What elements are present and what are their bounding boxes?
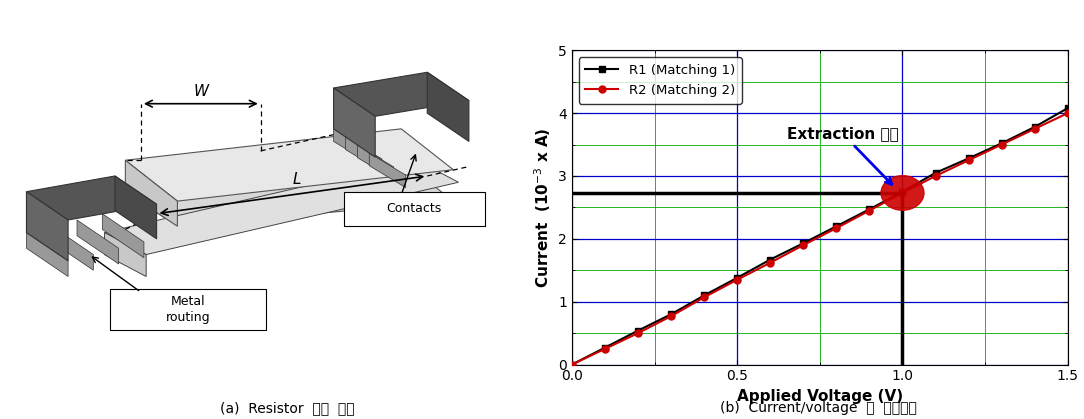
Polygon shape <box>358 145 393 180</box>
Ellipse shape <box>881 176 924 210</box>
R2 (Matching 2) <box>598 346 611 351</box>
R2 (Matching 2) <box>797 243 810 248</box>
Polygon shape <box>334 88 375 157</box>
R1 (Matching 1) <box>598 345 611 350</box>
R2 (Matching 2) <box>1029 127 1042 132</box>
R1 (Matching 1) <box>632 328 645 333</box>
R1 (Matching 1) <box>830 224 843 229</box>
R2 (Matching 2) <box>995 142 1008 147</box>
R1 (Matching 1) <box>1061 106 1074 111</box>
Line: R1 (Matching 1): R1 (Matching 1) <box>568 105 1071 368</box>
R1 (Matching 1) <box>1029 124 1042 129</box>
R1 (Matching 1) <box>731 275 744 280</box>
R2 (Matching 2) <box>731 277 744 282</box>
Polygon shape <box>427 72 469 142</box>
Polygon shape <box>334 129 370 163</box>
R2 (Matching 2) <box>764 260 777 265</box>
Y-axis label: Current  (10$^{-3}$ x A): Current (10$^{-3}$ x A) <box>532 127 553 288</box>
R2 (Matching 2) <box>929 173 942 178</box>
Polygon shape <box>104 233 146 277</box>
Polygon shape <box>370 153 405 188</box>
FancyBboxPatch shape <box>344 192 485 226</box>
R2 (Matching 2) <box>566 362 579 367</box>
Polygon shape <box>126 129 453 201</box>
Text: Extraction 지점: Extraction 지점 <box>787 126 899 184</box>
R1 (Matching 1) <box>764 257 777 262</box>
R1 (Matching 1) <box>664 312 678 317</box>
Polygon shape <box>52 226 93 270</box>
Polygon shape <box>104 160 459 255</box>
Legend: R1 (Matching 1), R2 (Matching 2): R1 (Matching 1), R2 (Matching 2) <box>579 57 741 103</box>
Polygon shape <box>26 233 68 277</box>
R1 (Matching 1) <box>963 156 976 161</box>
FancyBboxPatch shape <box>109 289 266 330</box>
R2 (Matching 2) <box>896 190 909 195</box>
Text: Contacts: Contacts <box>387 202 442 215</box>
Line: R2 (Matching 2): R2 (Matching 2) <box>568 110 1071 368</box>
Polygon shape <box>126 160 178 226</box>
R1 (Matching 1) <box>896 189 909 194</box>
Text: (a)  Resistor  기본  구조: (a) Resistor 기본 구조 <box>220 401 354 415</box>
Polygon shape <box>126 160 453 226</box>
Polygon shape <box>334 72 469 116</box>
Polygon shape <box>26 192 68 261</box>
Text: W: W <box>193 84 208 99</box>
Polygon shape <box>26 176 156 220</box>
Polygon shape <box>102 214 144 258</box>
Polygon shape <box>346 137 382 171</box>
R1 (Matching 1) <box>929 171 942 176</box>
R1 (Matching 1) <box>995 141 1008 146</box>
R1 (Matching 1) <box>566 362 579 367</box>
R1 (Matching 1) <box>863 207 876 212</box>
X-axis label: Applied Voltage (V): Applied Voltage (V) <box>737 389 903 404</box>
R2 (Matching 2) <box>632 331 645 336</box>
R1 (Matching 1) <box>797 241 810 246</box>
Text: Metal
routing: Metal routing <box>166 295 210 324</box>
R1 (Matching 1) <box>698 293 711 298</box>
R2 (Matching 2) <box>863 208 876 213</box>
R2 (Matching 2) <box>963 158 976 163</box>
Text: L: L <box>293 172 301 187</box>
R2 (Matching 2) <box>830 225 843 230</box>
R2 (Matching 2) <box>664 313 678 318</box>
Polygon shape <box>77 220 118 264</box>
Polygon shape <box>115 176 156 239</box>
Text: (b)  Current/voltage  비  추출지점: (b) Current/voltage 비 추출지점 <box>720 401 917 415</box>
R2 (Matching 2) <box>698 295 711 300</box>
R2 (Matching 2) <box>1061 111 1074 116</box>
